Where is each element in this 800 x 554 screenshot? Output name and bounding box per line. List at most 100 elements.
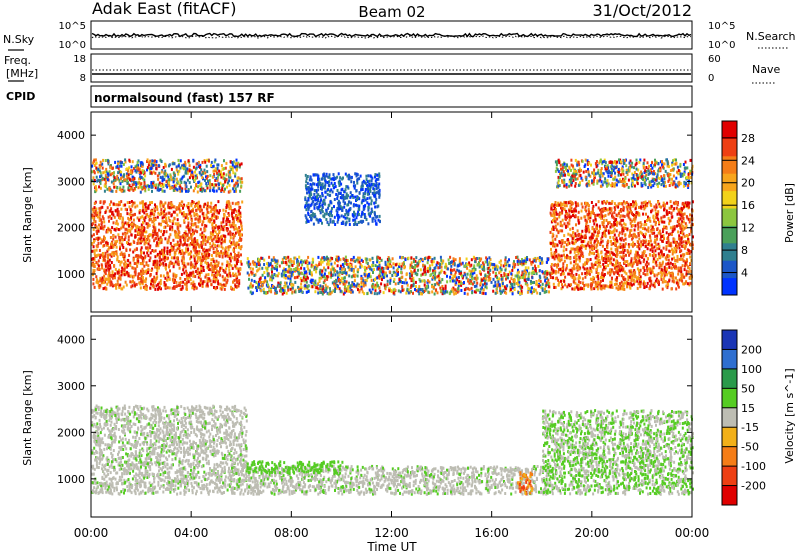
heatmap-cell xyxy=(527,266,530,270)
heatmap-cell xyxy=(147,254,150,258)
heatmap-cell xyxy=(156,205,159,209)
heatmap-cell xyxy=(630,233,633,237)
heatmap-cell xyxy=(329,189,331,193)
heatmap-cell xyxy=(130,233,133,237)
heatmap-cell xyxy=(482,276,485,280)
heatmap-cell xyxy=(187,208,190,212)
heatmap-cell xyxy=(492,284,495,288)
heatmap-cell xyxy=(314,290,317,294)
heatmap-cell xyxy=(176,222,179,226)
heatmap-cell xyxy=(444,262,447,266)
heatmap-cell xyxy=(365,178,368,182)
heatmap-cell xyxy=(339,270,342,274)
heatmap-cell xyxy=(663,225,665,229)
heatmap-cell xyxy=(212,265,215,269)
heatmap-cell xyxy=(248,277,250,281)
heatmap-cell xyxy=(191,201,194,205)
heatmap-cell xyxy=(126,270,129,274)
heatmap-cell xyxy=(385,266,388,270)
heatmap-cell xyxy=(115,252,118,256)
heatmap-cell xyxy=(598,213,601,217)
heatmap-cell xyxy=(601,271,604,275)
heatmap-cell xyxy=(369,174,372,178)
heatmap-cell xyxy=(214,230,217,234)
heatmap-cell xyxy=(157,266,160,270)
heatmap-cell xyxy=(453,279,456,283)
heatmap-cell xyxy=(178,204,181,208)
heatmap-cell xyxy=(563,208,566,212)
heatmap-cell xyxy=(391,257,394,261)
heatmap-cell xyxy=(217,236,220,239)
heatmap-cell xyxy=(134,267,137,271)
noise-search-line xyxy=(91,35,692,39)
heatmap-cell xyxy=(115,226,118,230)
heatmap-cell xyxy=(563,245,566,249)
heatmap-cell xyxy=(148,259,151,263)
heatmap-cell xyxy=(464,273,467,277)
heatmap-cell xyxy=(673,256,676,260)
heatmap-cell xyxy=(190,235,193,239)
heatmap-cell xyxy=(361,210,364,214)
heatmap-cell xyxy=(187,205,190,209)
heatmap-cell xyxy=(250,270,253,274)
heatmap-cell xyxy=(378,262,381,266)
heatmap-cell xyxy=(182,255,185,259)
heatmap-cell xyxy=(217,200,220,204)
heatmap-cell xyxy=(224,283,227,287)
heatmap-cell xyxy=(361,290,364,294)
heatmap-cell xyxy=(318,261,321,265)
heatmap-cell xyxy=(121,252,124,256)
heatmap-cell xyxy=(374,213,376,217)
heatmap-cell xyxy=(103,200,106,204)
heatmap-cell xyxy=(642,266,645,270)
heatmap-cell xyxy=(345,262,348,266)
heatmap-cell xyxy=(327,206,330,210)
heatmap-cell xyxy=(183,233,186,237)
heatmap-cell xyxy=(601,223,604,227)
heatmap-cell xyxy=(440,269,443,273)
heatmap-cell xyxy=(519,260,522,264)
heatmap-cell xyxy=(619,237,622,241)
heatmap-cell xyxy=(176,232,179,236)
heatmap-cell xyxy=(588,246,591,250)
heatmap-cell xyxy=(449,268,452,272)
heatmap-cell xyxy=(156,215,159,219)
heatmap-cell xyxy=(331,257,333,261)
heatmap-cell xyxy=(329,292,332,296)
heatmap-cell xyxy=(506,276,509,280)
heatmap-cell xyxy=(352,259,355,263)
heatmap-cell xyxy=(480,265,483,269)
heatmap-cell xyxy=(571,275,574,279)
heatmap-cell xyxy=(527,277,530,281)
heatmap-cell xyxy=(266,262,268,266)
heatmap-cell xyxy=(376,205,379,209)
heatmap-cell xyxy=(563,222,566,226)
heatmap-cell xyxy=(101,252,104,255)
heatmap-cell xyxy=(355,189,358,193)
heatmap-cell xyxy=(345,289,348,293)
heatmap-cell xyxy=(356,274,359,278)
heatmap-cell xyxy=(239,211,242,215)
heatmap-cell xyxy=(526,269,528,273)
heatmap-cell xyxy=(482,278,485,282)
heatmap-cell xyxy=(615,278,618,282)
heatmap-cell xyxy=(195,270,198,273)
heatmap-cell xyxy=(410,264,413,268)
heatmap-cell xyxy=(672,208,675,212)
heatmap-cell xyxy=(347,289,350,293)
heatmap-cell xyxy=(97,267,100,270)
heatmap-cell xyxy=(634,212,637,216)
heatmap-cell xyxy=(338,215,341,219)
heatmap-cell xyxy=(389,277,392,281)
heatmap-cell xyxy=(172,277,175,281)
heatmap-cell xyxy=(365,260,368,264)
heatmap-cell xyxy=(561,209,564,213)
heatmap-cell xyxy=(367,208,370,212)
heatmap-cell xyxy=(366,192,369,196)
heatmap-cell xyxy=(590,287,593,291)
heatmap-cell xyxy=(238,272,241,276)
heatmap-cell xyxy=(367,222,370,226)
heatmap-cell xyxy=(617,212,620,216)
heatmap-cell xyxy=(347,285,350,289)
heatmap-cell xyxy=(509,285,512,289)
